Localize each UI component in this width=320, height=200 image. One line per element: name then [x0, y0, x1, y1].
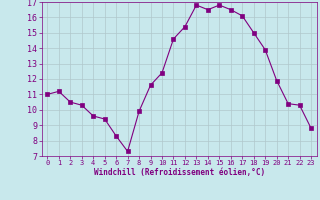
X-axis label: Windchill (Refroidissement éolien,°C): Windchill (Refroidissement éolien,°C) — [94, 168, 265, 177]
